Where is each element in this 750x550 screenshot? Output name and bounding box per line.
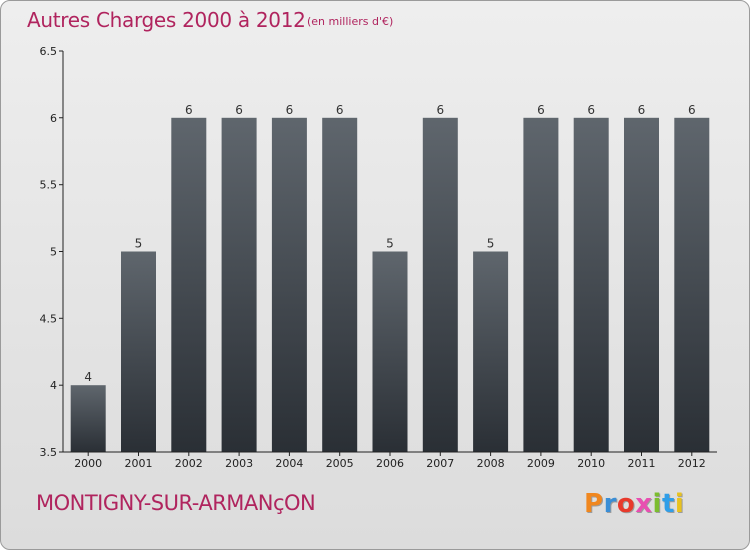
y-tick-label: 3.5: [40, 446, 58, 459]
logo-letter: x: [635, 489, 653, 519]
y-tick-label: 6: [50, 112, 57, 125]
x-tick-label-2007: 2007: [426, 457, 454, 470]
bar-2006: [372, 251, 408, 452]
bar-2001: [121, 251, 156, 452]
bar-2000: [70, 385, 106, 452]
y-tick-label: 6.5: [40, 45, 58, 58]
logo-letter: i: [674, 489, 685, 519]
data-label-2004: 6: [286, 103, 294, 117]
data-label-2009: 6: [537, 103, 545, 117]
x-tick-label-2000: 2000: [74, 457, 102, 470]
bar-2005: [322, 117, 358, 453]
logo-letter: P: [584, 489, 604, 519]
bar-2008: [473, 251, 509, 452]
x-tick-label-2002: 2002: [175, 457, 203, 470]
bar-2012: [674, 117, 710, 453]
x-tick-label-2006: 2006: [376, 457, 404, 470]
logo-letter: t: [661, 489, 675, 519]
y-tick-label: 5: [50, 246, 57, 259]
proxiti-logo: Proxiti: [584, 489, 684, 519]
bar-2002: [171, 117, 207, 453]
x-tick-label-2009: 2009: [527, 457, 555, 470]
bar-2009: [523, 117, 559, 453]
bar-2011: [624, 117, 659, 453]
chart-unit: (en milliers d'€): [307, 15, 394, 28]
y-tick-label: 5.5: [40, 179, 58, 192]
bar-2010: [573, 117, 609, 453]
y-tick-label: 4.5: [40, 312, 58, 325]
x-tick-label-2010: 2010: [577, 457, 605, 470]
data-label-2011: 6: [638, 103, 646, 117]
data-label-2012: 6: [688, 103, 696, 117]
data-label-2010: 6: [587, 103, 595, 117]
data-label-2001: 5: [135, 237, 143, 251]
bar-2003: [221, 117, 257, 453]
data-label-2005: 6: [336, 103, 344, 117]
data-label-2008: 5: [487, 237, 495, 251]
data-label-2002: 6: [185, 103, 193, 117]
x-tick-label-2003: 2003: [225, 457, 253, 470]
x-tick-label-2011: 2011: [628, 457, 656, 470]
logo-letter: i: [652, 489, 662, 519]
data-label-2000: 4: [84, 370, 92, 384]
data-label-2007: 6: [436, 103, 444, 117]
bar-2004: [271, 117, 307, 453]
chart-title: Autres Charges 2000 à 2012: [27, 8, 306, 32]
logo-letter: r: [603, 489, 617, 519]
x-tick-label-2004: 2004: [275, 457, 303, 470]
bar-2007: [422, 117, 458, 453]
logo-letter: o: [616, 489, 636, 519]
data-label-2003: 6: [235, 103, 243, 117]
x-tick-label-2012: 2012: [678, 457, 706, 470]
commune-name: MONTIGNY-SUR-ARMANçON: [36, 491, 316, 515]
x-tick-label-2005: 2005: [326, 457, 354, 470]
x-tick-label-2008: 2008: [477, 457, 505, 470]
data-label-2006: 5: [386, 237, 394, 251]
x-tick-label-2001: 2001: [125, 457, 153, 470]
y-tick-label: 4: [50, 379, 57, 392]
